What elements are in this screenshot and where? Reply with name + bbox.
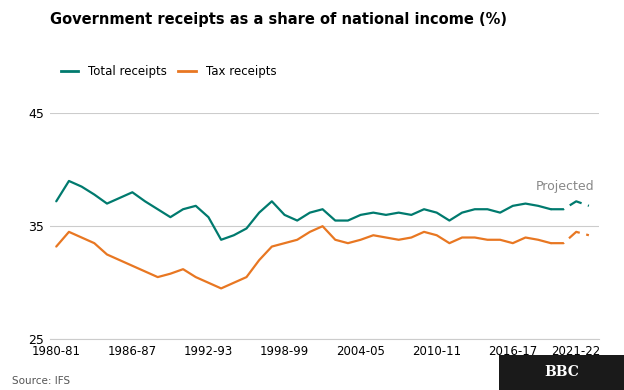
Text: Source: IFS: Source: IFS: [12, 376, 71, 386]
Text: Projected: Projected: [535, 180, 594, 193]
Text: Government receipts as a share of national income (%): Government receipts as a share of nation…: [50, 12, 507, 27]
Text: BBC: BBC: [544, 365, 579, 379]
Legend: Total receipts, Tax receipts: Total receipts, Tax receipts: [56, 60, 281, 83]
